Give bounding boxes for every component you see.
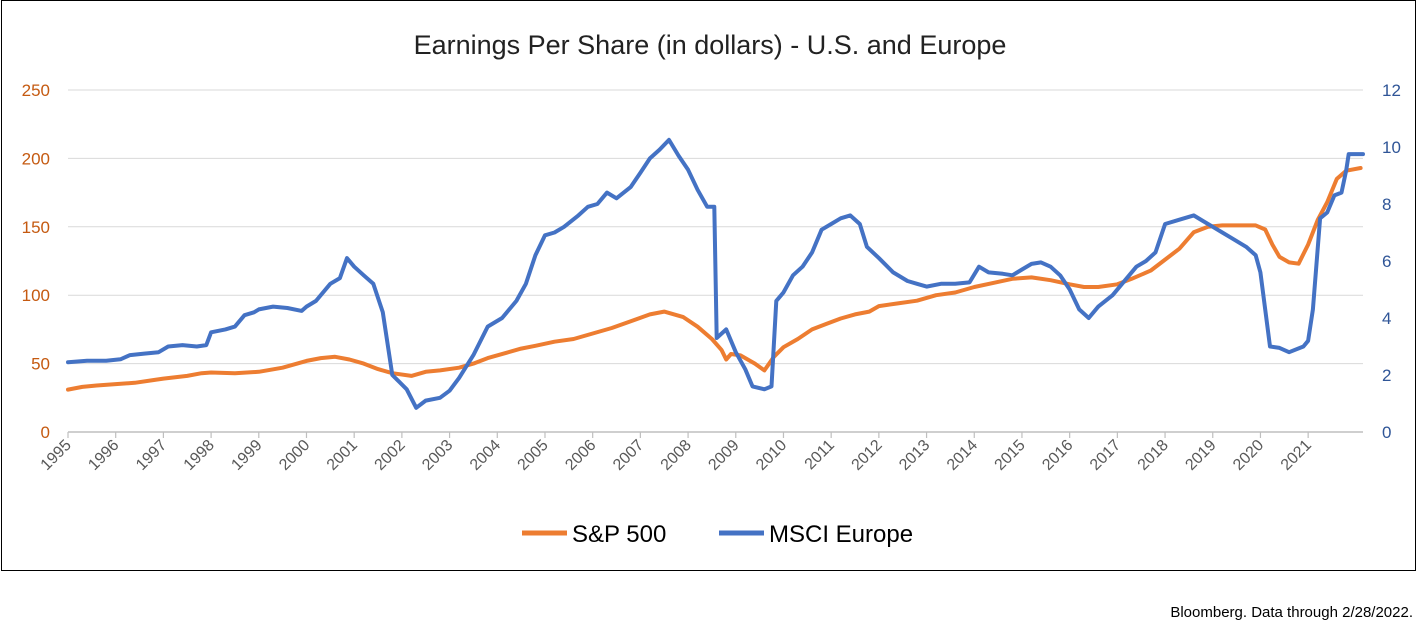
y-left-tick-label: 100	[22, 286, 50, 305]
x-tick-label: 2018	[1135, 437, 1172, 474]
x-tick-label: 1999	[228, 437, 265, 474]
x-tick-label: 2013	[896, 437, 933, 474]
x-tick-label: 2002	[372, 437, 409, 474]
y-left-tick-label: 50	[31, 355, 50, 374]
series-lines	[66, 137, 1365, 410]
y-left-tick-label: 150	[22, 218, 50, 237]
x-tick-label: 2021	[1278, 437, 1315, 474]
x-tick-label: 2017	[1087, 437, 1124, 474]
x-tick-label: 1997	[133, 437, 170, 474]
y-left-tick-label: 250	[22, 81, 50, 100]
x-tick-label: 2012	[849, 437, 886, 474]
y-right-tick-label: 4	[1382, 309, 1391, 328]
series-line-msci-europe	[66, 137, 1365, 410]
x-tick-label: 2000	[276, 437, 313, 474]
y-right-tick-label: 10	[1382, 138, 1401, 157]
y-right-tick-label: 8	[1382, 195, 1391, 214]
source-note: Bloomberg. Data through 2/28/2022.	[1170, 604, 1413, 621]
x-tick-label: 2020	[1230, 437, 1267, 474]
series-line-s-p-500	[66, 166, 1363, 392]
x-tick-label: 2001	[324, 437, 361, 474]
x-tick-label: 2010	[753, 437, 790, 474]
x-tick-label: 1998	[181, 437, 218, 474]
chart-title: Earnings Per Share (in dollars) - U.S. a…	[414, 30, 1007, 60]
x-tick-label: 2011	[802, 437, 838, 473]
y-left-tick-label: 0	[41, 423, 50, 442]
y-right-tick-label: 12	[1382, 81, 1401, 100]
axes: 0 50 100 150 200 250 0 2 4 6 8 10 12 1995 1996 1997 1998…	[22, 81, 1401, 474]
y-right-tick-label: 6	[1382, 252, 1391, 271]
x-tick-label: 1995	[38, 437, 75, 474]
legend: S&P 500 MSCI Europe	[522, 521, 913, 548]
x-tick-label: 2008	[658, 437, 695, 474]
y-right-tick-label: 0	[1382, 423, 1391, 442]
x-tick-label: 1996	[85, 437, 122, 474]
y-left-tick-label: 200	[22, 149, 50, 168]
x-tick-label: 2003	[419, 437, 456, 474]
x-tick-label: 2014	[944, 437, 981, 474]
x-tick-label: 2019	[1182, 437, 1219, 474]
x-tick-label: 2004	[467, 437, 504, 474]
y-right-tick-label: 2	[1382, 366, 1391, 385]
legend-label: S&P 500	[572, 521, 666, 548]
x-tick-label: 2009	[705, 437, 742, 474]
legend-label: MSCI Europe	[769, 521, 913, 548]
x-tick-label: 2006	[562, 437, 599, 474]
chart-svg: Earnings Per Share (in dollars) - U.S. a…	[22, 30, 1401, 548]
x-tick-label: 2015	[992, 437, 1029, 474]
chart-frame: Earnings Per Share (in dollars) - U.S. a…	[1, 0, 1416, 571]
x-tick-label: 2005	[515, 437, 552, 474]
x-tick-label: 2016	[1039, 437, 1076, 474]
x-tick-label: 2007	[610, 437, 647, 474]
